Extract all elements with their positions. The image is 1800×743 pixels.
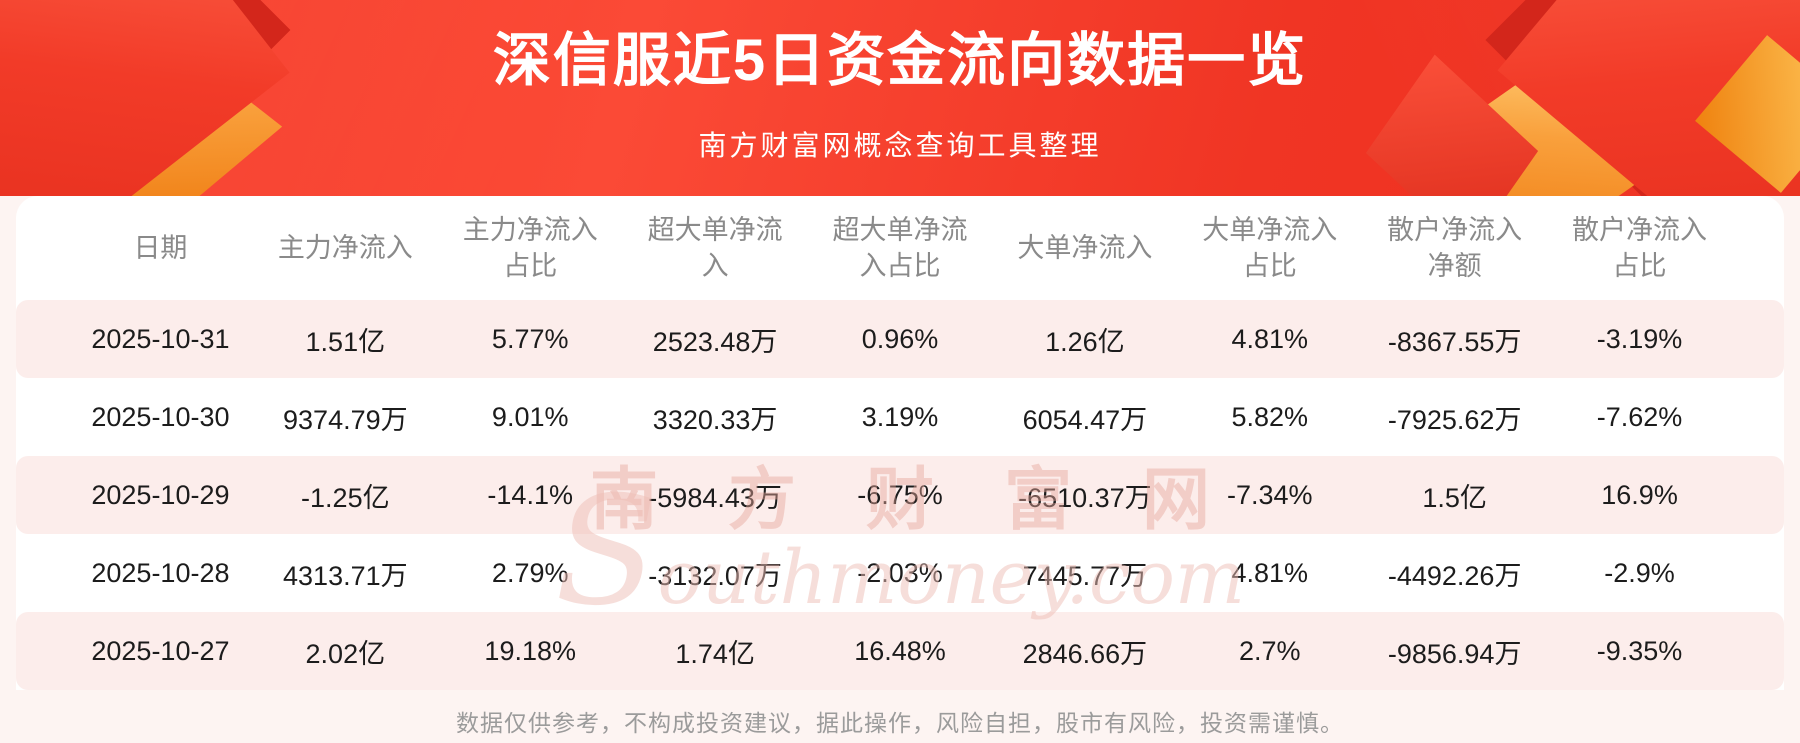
- value-cell: 16.48%: [854, 635, 946, 666]
- column-header: 超大单净流入占比: [832, 214, 968, 281]
- value-cell: 4.81%: [1231, 557, 1309, 588]
- value-cell: 2.79%: [491, 557, 569, 588]
- value-cell: 2846.66万: [1022, 638, 1148, 669]
- value-cell: -9856.94万: [1387, 638, 1522, 669]
- page-title: 深信服近5日资金流向数据一览: [492, 28, 1308, 93]
- value-cell: -8367.55万: [1387, 326, 1522, 357]
- value-cell: 1.74亿: [675, 638, 755, 669]
- value-cell: -6510.37万: [1018, 482, 1152, 513]
- fund-flow-table-card: 日期 主力净流入 主力净流入占比 超大单净流入 超大单净流入占比 大单净流入 大单净流入占比…: [16, 196, 1784, 690]
- column-header: 大单净流入占比: [1202, 214, 1338, 281]
- column-header: 超大单净流入: [647, 214, 783, 281]
- value-cell: 5.77%: [491, 323, 569, 354]
- value-cell: 2.02亿: [305, 638, 386, 669]
- table-row: 2025-10-27 2.02亿 19.18% 1.74亿 16.48% 2846.66万…: [16, 612, 1784, 690]
- content-area: 日期 主力净流入 主力净流入占比 超大单净流入 超大单净流入占比 大单净流入 大单净流入占比…: [0, 196, 1800, 738]
- value-cell: -7925.62万: [1387, 404, 1522, 435]
- value-cell: 1.5亿: [1422, 482, 1487, 513]
- value-cell: -2.03%: [857, 557, 943, 588]
- value-cell: 5.82%: [1231, 401, 1309, 432]
- value-cell: 2523.48万: [652, 326, 778, 357]
- value-cell: -7.34%: [1226, 479, 1313, 510]
- table-row: 2025-10-29 -1.25亿 -14.1% -5984.43万 -6.75% -65…: [16, 456, 1784, 534]
- value-cell: -3.19%: [1596, 323, 1683, 354]
- date-cell: 2025-10-30: [91, 401, 230, 432]
- value-cell: 1.51亿: [305, 326, 386, 357]
- date-cell: 2025-10-28: [91, 557, 230, 588]
- value-cell: 4.81%: [1231, 323, 1309, 354]
- column-header: 大单净流入: [1017, 232, 1153, 263]
- column-header: 主力净流入占比: [462, 214, 598, 281]
- table-row: 2025-10-30 9374.79万 9.01% 3320.33万 3.19% 6054…: [16, 378, 1784, 456]
- date-cell: 2025-10-29: [91, 479, 230, 510]
- value-cell: 9.01%: [491, 401, 569, 432]
- table-row: 2025-10-28 4313.71万 2.79% -3132.07万 -2.03% 74…: [16, 534, 1784, 612]
- column-header: 日期: [133, 232, 188, 263]
- value-cell: 3.19%: [861, 401, 939, 432]
- value-cell: 0.96%: [861, 323, 939, 354]
- value-cell: -9.35%: [1596, 635, 1683, 666]
- disclaimer-text: 数据仅供参考，不构成投资建议，据此操作，风险自担，股市有风险，投资需谨慎。: [456, 710, 1344, 736]
- table-row: 2025-10-31 1.51亿 5.77% 2523.48万 0.96% 1.26亿 4.…: [16, 300, 1784, 378]
- value-cell: 19.18%: [484, 635, 576, 666]
- value-cell: -4492.26万: [1387, 560, 1522, 591]
- value-cell: 1.26亿: [1045, 326, 1125, 357]
- value-cell: -1.25亿: [301, 482, 390, 513]
- value-cell: 4313.71万: [283, 560, 408, 591]
- column-header: 主力净流入: [277, 232, 413, 263]
- value-cell: -14.1%: [487, 479, 573, 510]
- value-cell: -7.62%: [1596, 401, 1683, 432]
- value-cell: -3132.07万: [648, 560, 782, 591]
- value-cell: -6.75%: [857, 479, 943, 510]
- column-header: 散户净流入净额: [1387, 214, 1523, 281]
- value-cell: -2.9%: [1604, 557, 1675, 588]
- value-cell: 16.9%: [1601, 479, 1678, 510]
- value-cell: -5984.43万: [648, 482, 782, 513]
- value-cell: 7445.77万: [1022, 560, 1148, 591]
- hero-banner: 深信服近5日资金流向数据一览 南方财富网概念查询工具整理: [0, 0, 1800, 196]
- table-body: 2025-10-31 1.51亿 5.77% 2523.48万 0.96% 1.26亿 4.…: [16, 300, 1784, 690]
- date-cell: 2025-10-27: [91, 635, 230, 666]
- column-header: 散户净流入占比: [1572, 214, 1708, 281]
- page-subtitle: 南方财富网概念查询工具整理: [698, 130, 1102, 161]
- table-header-row: 日期 主力净流入 主力净流入占比 超大单净流入 超大单净流入占比 大单净流入 大单净流入占比…: [16, 196, 1784, 300]
- value-cell: 9374.79万: [283, 404, 408, 435]
- value-cell: 3320.33万: [652, 404, 778, 435]
- value-cell: 6054.47万: [1022, 404, 1148, 435]
- date-cell: 2025-10-31: [91, 323, 230, 354]
- value-cell: 2.7%: [1239, 635, 1301, 666]
